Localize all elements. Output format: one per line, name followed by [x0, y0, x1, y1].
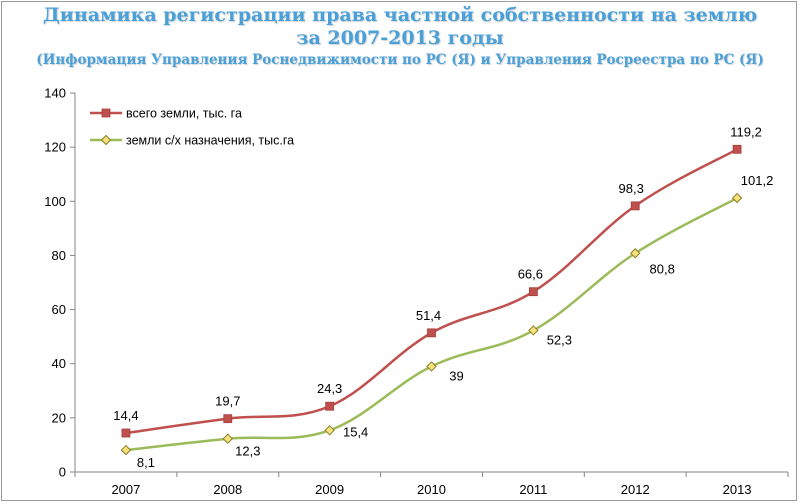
- marker-total: [427, 328, 436, 338]
- marker-total: [121, 428, 131, 438]
- data-label-agri: 52,3: [547, 332, 572, 347]
- marker-agri: [731, 192, 743, 204]
- x-tick-label: 2007: [111, 482, 140, 497]
- marker-agri: [324, 425, 335, 436]
- chart-title: Динамика регистрации права частной собст…: [42, 4, 758, 26]
- data-label-total: 51,4: [416, 308, 441, 323]
- legend-marker-agri: [100, 134, 112, 146]
- marker-total: [528, 287, 538, 297]
- marker-total: [325, 401, 335, 411]
- marker-agri: [222, 433, 233, 444]
- x-tick-label: 2010: [417, 482, 446, 497]
- marker-total: [223, 414, 233, 424]
- marker-agri: [426, 361, 437, 372]
- chart-title-line2: за 2007-2013 годы: [296, 27, 504, 49]
- x-tick-label: 2009: [315, 482, 344, 497]
- y-tick-label: 60: [52, 302, 66, 317]
- data-label-total: 14,4: [113, 408, 138, 423]
- x-tick-label: 2011: [519, 482, 547, 497]
- axes: 0 20 40 60 80 100 120 140 2007 2008 2009 2010 2011 20…: [44, 86, 789, 497]
- data-label-total: 19,7: [215, 394, 240, 409]
- marker-agri: [630, 248, 641, 259]
- y-tick-label: 100: [44, 194, 66, 209]
- data-label-agri: 8,1: [137, 455, 155, 470]
- marker-total: [630, 201, 640, 211]
- chart-title-block: Динамика регистрации права частной собст…: [0, 4, 800, 70]
- legend-label-agri: земли с/х назначения, тыс.га: [126, 134, 294, 148]
- data-labels: 14,4 19,7 24,3 51,4 66,6 98,3 119,2 8,1 12,3 15,4…: [113, 124, 773, 470]
- legend-marker-total: [101, 108, 111, 118]
- marker-total: [732, 144, 742, 154]
- y-tick-label: 140: [44, 86, 66, 101]
- y-tick-label: 40: [52, 356, 66, 371]
- y-tick-label: 80: [52, 248, 66, 263]
- x-tick-label: 2013: [723, 482, 752, 497]
- data-label-agri: 39: [449, 368, 463, 383]
- legend-label-total: всего земли, тыс. га: [126, 107, 242, 121]
- y-tick-label: 0: [59, 465, 66, 480]
- data-label-agri: 12,3: [235, 444, 260, 459]
- data-label-agri: 101,2: [741, 173, 774, 188]
- marker-agri: [120, 444, 132, 456]
- series-markers: [120, 144, 743, 456]
- legend: всего земли, тыс. га земли с/х назначения…: [90, 107, 294, 148]
- data-label-total: 119,2: [730, 124, 762, 139]
- series-line-total: [125, 148, 738, 435]
- data-label-total: 24,3: [317, 381, 342, 396]
- x-tick-label: 2008: [213, 482, 242, 497]
- data-label-agri: 80,8: [650, 261, 675, 276]
- y-tick-label: 120: [44, 140, 66, 155]
- x-tick-label: 2012: [621, 482, 650, 497]
- series-line-agri: [125, 196, 738, 452]
- marker-agri: [528, 325, 539, 336]
- chart-subtitle: (Информация Управления Роснедвижимости п…: [36, 52, 764, 68]
- data-label-agri: 15,4: [343, 424, 368, 439]
- data-label-total: 98,3: [619, 181, 644, 196]
- y-tick-label: 20: [52, 410, 66, 425]
- data-label-total: 66,6: [518, 267, 543, 282]
